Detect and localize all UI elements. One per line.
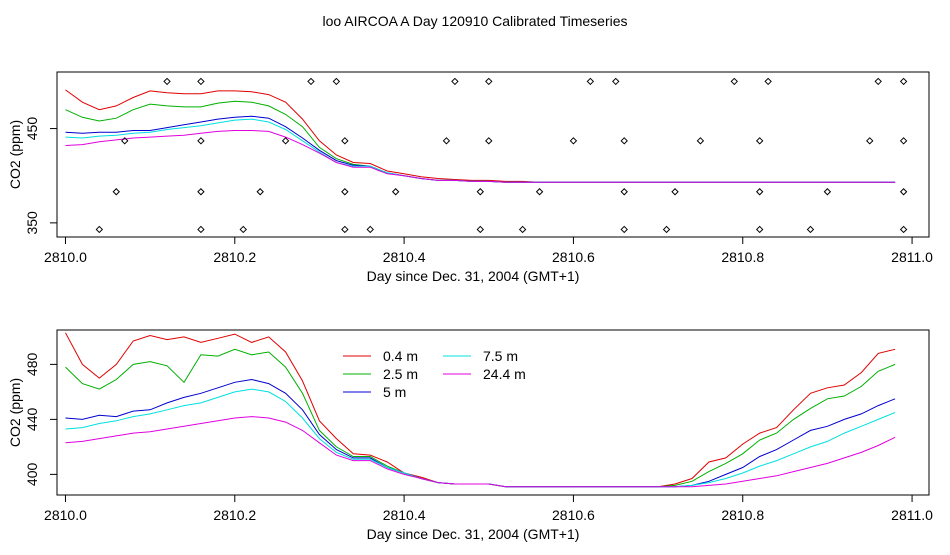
diamond-marker [569,137,578,145]
series-line [65,332,896,488]
diamond-marker [866,137,874,145]
legend-label: 7.5 m [483,348,518,364]
diamond-marker [197,137,205,145]
diamond-marker [518,225,527,234]
diamond-marker [586,77,595,86]
y-axis-label: CO2 (ppm) [7,120,23,189]
y-tick-label: 350 [24,211,40,235]
legend-label: 0.4 m [383,348,418,364]
diamond-marker [620,188,628,196]
diamond-marker [95,225,104,234]
legend-label: 24.4 m [483,366,526,382]
x-tick-label: 2810.0 [44,249,87,265]
diamond-marker [112,188,120,196]
x-tick-label: 2810.4 [383,249,426,265]
series-line [65,118,896,183]
diamond-marker [163,77,171,86]
diamond-marker [341,188,349,196]
series-line [65,130,896,183]
series-line [65,115,896,183]
diamond-marker [662,225,671,234]
diamond-marker [332,77,341,86]
diamond-marker [823,188,832,196]
diamond-marker [755,225,764,234]
y-tick-label: 480 [24,352,40,376]
figure-title: loo AIRCOA A Day 120910 Calibrated Times… [322,13,627,29]
diamond-marker [281,137,290,145]
diamond-marker [197,77,205,86]
series-line [65,89,896,183]
x-axis-label: Day since Dec. 31, 2004 (GMT+1) [367,526,580,542]
diamond-marker [899,188,908,196]
diamond-marker [476,188,485,196]
diamond-marker [341,137,349,145]
legend-label: 2.5 m [383,366,418,382]
diamond-marker [899,77,908,86]
diamond-marker [620,137,628,145]
diamond-marker [307,77,315,86]
diamond-marker [764,77,772,86]
diamond-marker [696,137,705,145]
x-tick-label: 2810.0 [44,507,87,523]
x-tick-label: 2810.6 [552,249,595,265]
diamond-marker [366,225,374,234]
diamond-marker [899,225,908,234]
y-axis-label: CO2 (ppm) [7,378,23,447]
x-tick-label: 2810.2 [213,249,256,265]
panel-bottom: 2810.0 2810.2 2810.4 2810.6 2810.8 2811.0 400 4… [7,329,933,542]
y-tick-label: 450 [24,117,40,141]
diamond-marker [476,225,485,234]
x-axis-label: Day since Dec. 31, 2004 (GMT+1) [367,268,580,284]
y-tick-label: 440 [24,407,40,431]
diamond-marker [899,137,908,145]
diamond-marker [341,225,349,234]
series-line [65,348,896,488]
diamond-marker [197,188,205,196]
x-tick-label: 2810.6 [552,507,595,523]
y-tick-label: 400 [24,462,40,486]
diamond-marker [239,225,247,234]
x-tick-label: 2811.0 [891,249,933,265]
x-tick-label: 2810.8 [721,249,764,265]
diamond-marker [485,137,493,145]
series-line [65,378,896,488]
diamond-marker [256,188,264,196]
plot-frame [56,329,930,496]
x-tick-label: 2811.0 [891,507,933,523]
diamond-marker [121,137,129,145]
diamond-marker [612,77,620,86]
x-tick-label: 2810.4 [383,507,426,523]
diamond-marker [620,225,628,234]
diamond-marker [442,137,451,145]
diamond-marker [874,77,882,86]
diamond-marker [755,188,764,196]
diamond-marker [391,188,400,196]
legend-label: 5 m [383,384,406,400]
series-line [65,416,896,488]
diamond-marker [485,77,493,86]
diamond-marker [730,77,738,86]
diamond-marker [535,188,544,196]
diamond-marker [755,137,764,145]
diamond-marker [451,77,459,86]
panel-top: 2810.0 2810.2 2810.4 2810.6 2810.8 2811.0 350 4… [7,71,933,284]
series-line [65,388,896,488]
diamond-marker [806,225,815,234]
diamond-marker [671,188,679,196]
x-tick-label: 2810.2 [213,507,256,523]
x-tick-label: 2810.8 [721,507,764,523]
plot-frame [56,71,930,238]
series-line [65,100,896,183]
diamond-marker [197,225,205,234]
